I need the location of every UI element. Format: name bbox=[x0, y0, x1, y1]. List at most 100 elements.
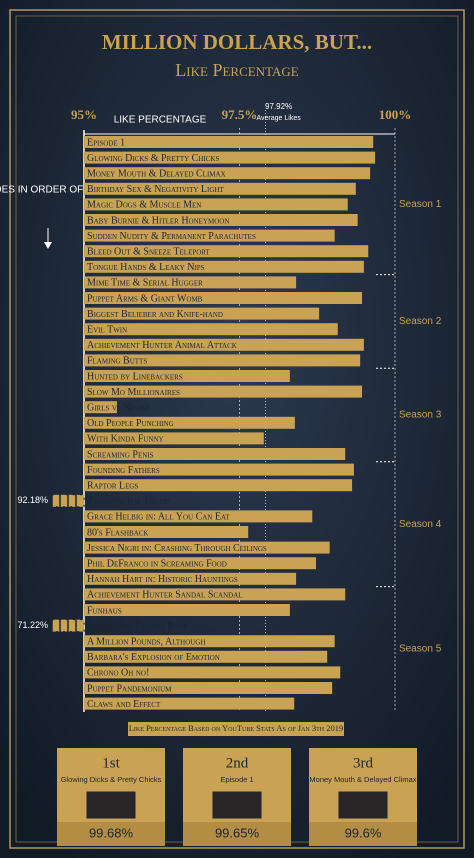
bar-label: Raptor Legs bbox=[87, 480, 138, 491]
bar bbox=[84, 448, 346, 460]
podium-thumbnail bbox=[86, 791, 136, 819]
bar bbox=[84, 370, 290, 382]
bar bbox=[84, 557, 317, 570]
bar-label: Tongue Hands & Leaky Nips bbox=[87, 262, 205, 273]
bar bbox=[84, 541, 330, 554]
podium-value: 99.6% bbox=[345, 825, 382, 840]
average-text: Average Likes bbox=[257, 115, 302, 122]
value-label: 71.22% bbox=[17, 620, 48, 630]
bar-label: With Kinda Funny bbox=[87, 434, 164, 445]
bar-label: Chrono Oh no! bbox=[87, 668, 149, 679]
bar bbox=[84, 292, 363, 304]
bar-label: Barbara's Explosion of Emotion bbox=[87, 652, 220, 663]
value-label: 92.18% bbox=[17, 495, 48, 505]
x-tick-label: 95% bbox=[71, 107, 97, 122]
bar-label: Achievement Hunter Sandal Scandal bbox=[87, 590, 243, 601]
bar bbox=[84, 479, 353, 492]
bar-label: Bleed Out & Sneeze Teleport bbox=[87, 246, 211, 257]
average-label: 97.92% bbox=[265, 102, 292, 111]
bar bbox=[84, 354, 361, 367]
bar-label: Phil DeFranco in Screaming Food bbox=[87, 558, 227, 569]
bar-label: Girls vs Ninjas bbox=[87, 402, 150, 413]
chart-title: MILLION DOLLARS, BUT... bbox=[102, 30, 372, 54]
bar bbox=[84, 214, 358, 226]
bar bbox=[84, 416, 295, 429]
bar bbox=[84, 182, 356, 195]
bar bbox=[84, 463, 354, 476]
bar bbox=[84, 167, 371, 180]
bar-label: Tweeting for Trump bbox=[87, 496, 169, 507]
bar-label: Evil Twin bbox=[87, 324, 127, 335]
bar-label: Mime Time & Serial Hugger bbox=[87, 278, 203, 289]
bar-label: Episode 1 bbox=[87, 137, 125, 148]
bar bbox=[84, 198, 348, 211]
bar-label: Puppet Pandemonium bbox=[87, 683, 172, 694]
bar-label: Hannah Hart in: Historic Hauntings bbox=[87, 574, 238, 585]
bar-label: Baby Burnie & Hitler Honeymoon bbox=[87, 215, 229, 226]
bar-label: 80's Flashback bbox=[87, 527, 148, 538]
bar bbox=[84, 666, 341, 679]
bar-label: Funhaus bbox=[87, 605, 122, 616]
bar bbox=[84, 588, 346, 601]
bar bbox=[84, 697, 295, 710]
bar bbox=[84, 245, 369, 258]
bar bbox=[84, 401, 117, 414]
bar bbox=[84, 385, 363, 398]
bar bbox=[84, 432, 264, 445]
bar-label: Old People Punching bbox=[87, 418, 174, 429]
bar bbox=[84, 151, 376, 164]
podium-value: 99.65% bbox=[215, 825, 260, 840]
season-label: Season 2 bbox=[399, 316, 442, 327]
bar-label: Money Mouth & Delayed Climax bbox=[87, 168, 226, 179]
bar bbox=[84, 307, 320, 320]
bar bbox=[84, 526, 249, 538]
bar bbox=[84, 276, 297, 289]
podium-thumbnail bbox=[212, 791, 262, 819]
footnote: Like Percentage Based on YouTube Stats A… bbox=[129, 723, 344, 733]
podium-rank: 2nd bbox=[226, 755, 249, 771]
bar bbox=[84, 323, 338, 336]
bar-label: Flaming Butts bbox=[87, 356, 147, 367]
bar-label: Slow Mo Millionaires bbox=[87, 387, 180, 398]
podium-rank: 1st bbox=[102, 755, 120, 771]
bar-label: Sudden Nudity & Permanent Parachutes bbox=[87, 231, 256, 242]
footnote-box bbox=[128, 722, 344, 736]
x-tick-label: 100% bbox=[379, 107, 412, 122]
bar-label: Grace Helbig in: All You Can Eat bbox=[87, 512, 230, 523]
bar-label: Hunted by Linebackers bbox=[87, 371, 183, 382]
bar-label: Biggest Belieber and Knife-hand bbox=[87, 309, 223, 320]
bar bbox=[84, 136, 374, 148]
bar-label: Founding Fathers bbox=[87, 465, 160, 476]
bar-label: Screaming Penis bbox=[87, 449, 154, 460]
bar bbox=[84, 510, 313, 523]
bar bbox=[84, 682, 333, 694]
season-label: Season 3 bbox=[399, 410, 442, 421]
bar-label: Sugar Pine 7 Can't Poop bbox=[87, 621, 187, 632]
bar bbox=[84, 260, 364, 273]
podium-thumbnail bbox=[338, 791, 388, 819]
bar bbox=[84, 338, 364, 351]
x-tick-label: 97.5% bbox=[222, 107, 258, 122]
frame bbox=[9, 9, 465, 849]
podium-name: Glowing Dicks & Pretty Chicks bbox=[61, 775, 162, 784]
bar bbox=[84, 229, 335, 242]
bar-label: Glowing Dicks & Pretty Chicks bbox=[87, 153, 219, 164]
bar-label: Magic Dogs & Muscle Men bbox=[87, 200, 201, 211]
arrow-head bbox=[44, 242, 52, 249]
bar-label: Puppet Arms & Giant Womb bbox=[87, 293, 203, 304]
bar-label: A Million Pounds, Although bbox=[87, 636, 205, 647]
x-axis-label: LIKE PERCENTAGE bbox=[114, 115, 207, 126]
podium-name: Episode 1 bbox=[220, 775, 253, 784]
bar bbox=[84, 650, 328, 663]
podium-name: Money Mouth & Delayed Climax bbox=[309, 775, 416, 784]
podium-bottom bbox=[57, 822, 165, 846]
bar-label: Jessica Nigri in: Crashing Through Ceili… bbox=[87, 543, 267, 554]
bar-label: Claws and Effect bbox=[87, 699, 161, 710]
podium-bottom bbox=[183, 822, 291, 846]
bar bbox=[84, 635, 335, 648]
season-label: Season 1 bbox=[399, 199, 442, 210]
podium-rank: 3rd bbox=[353, 755, 373, 771]
season-label: Season 5 bbox=[399, 644, 442, 655]
